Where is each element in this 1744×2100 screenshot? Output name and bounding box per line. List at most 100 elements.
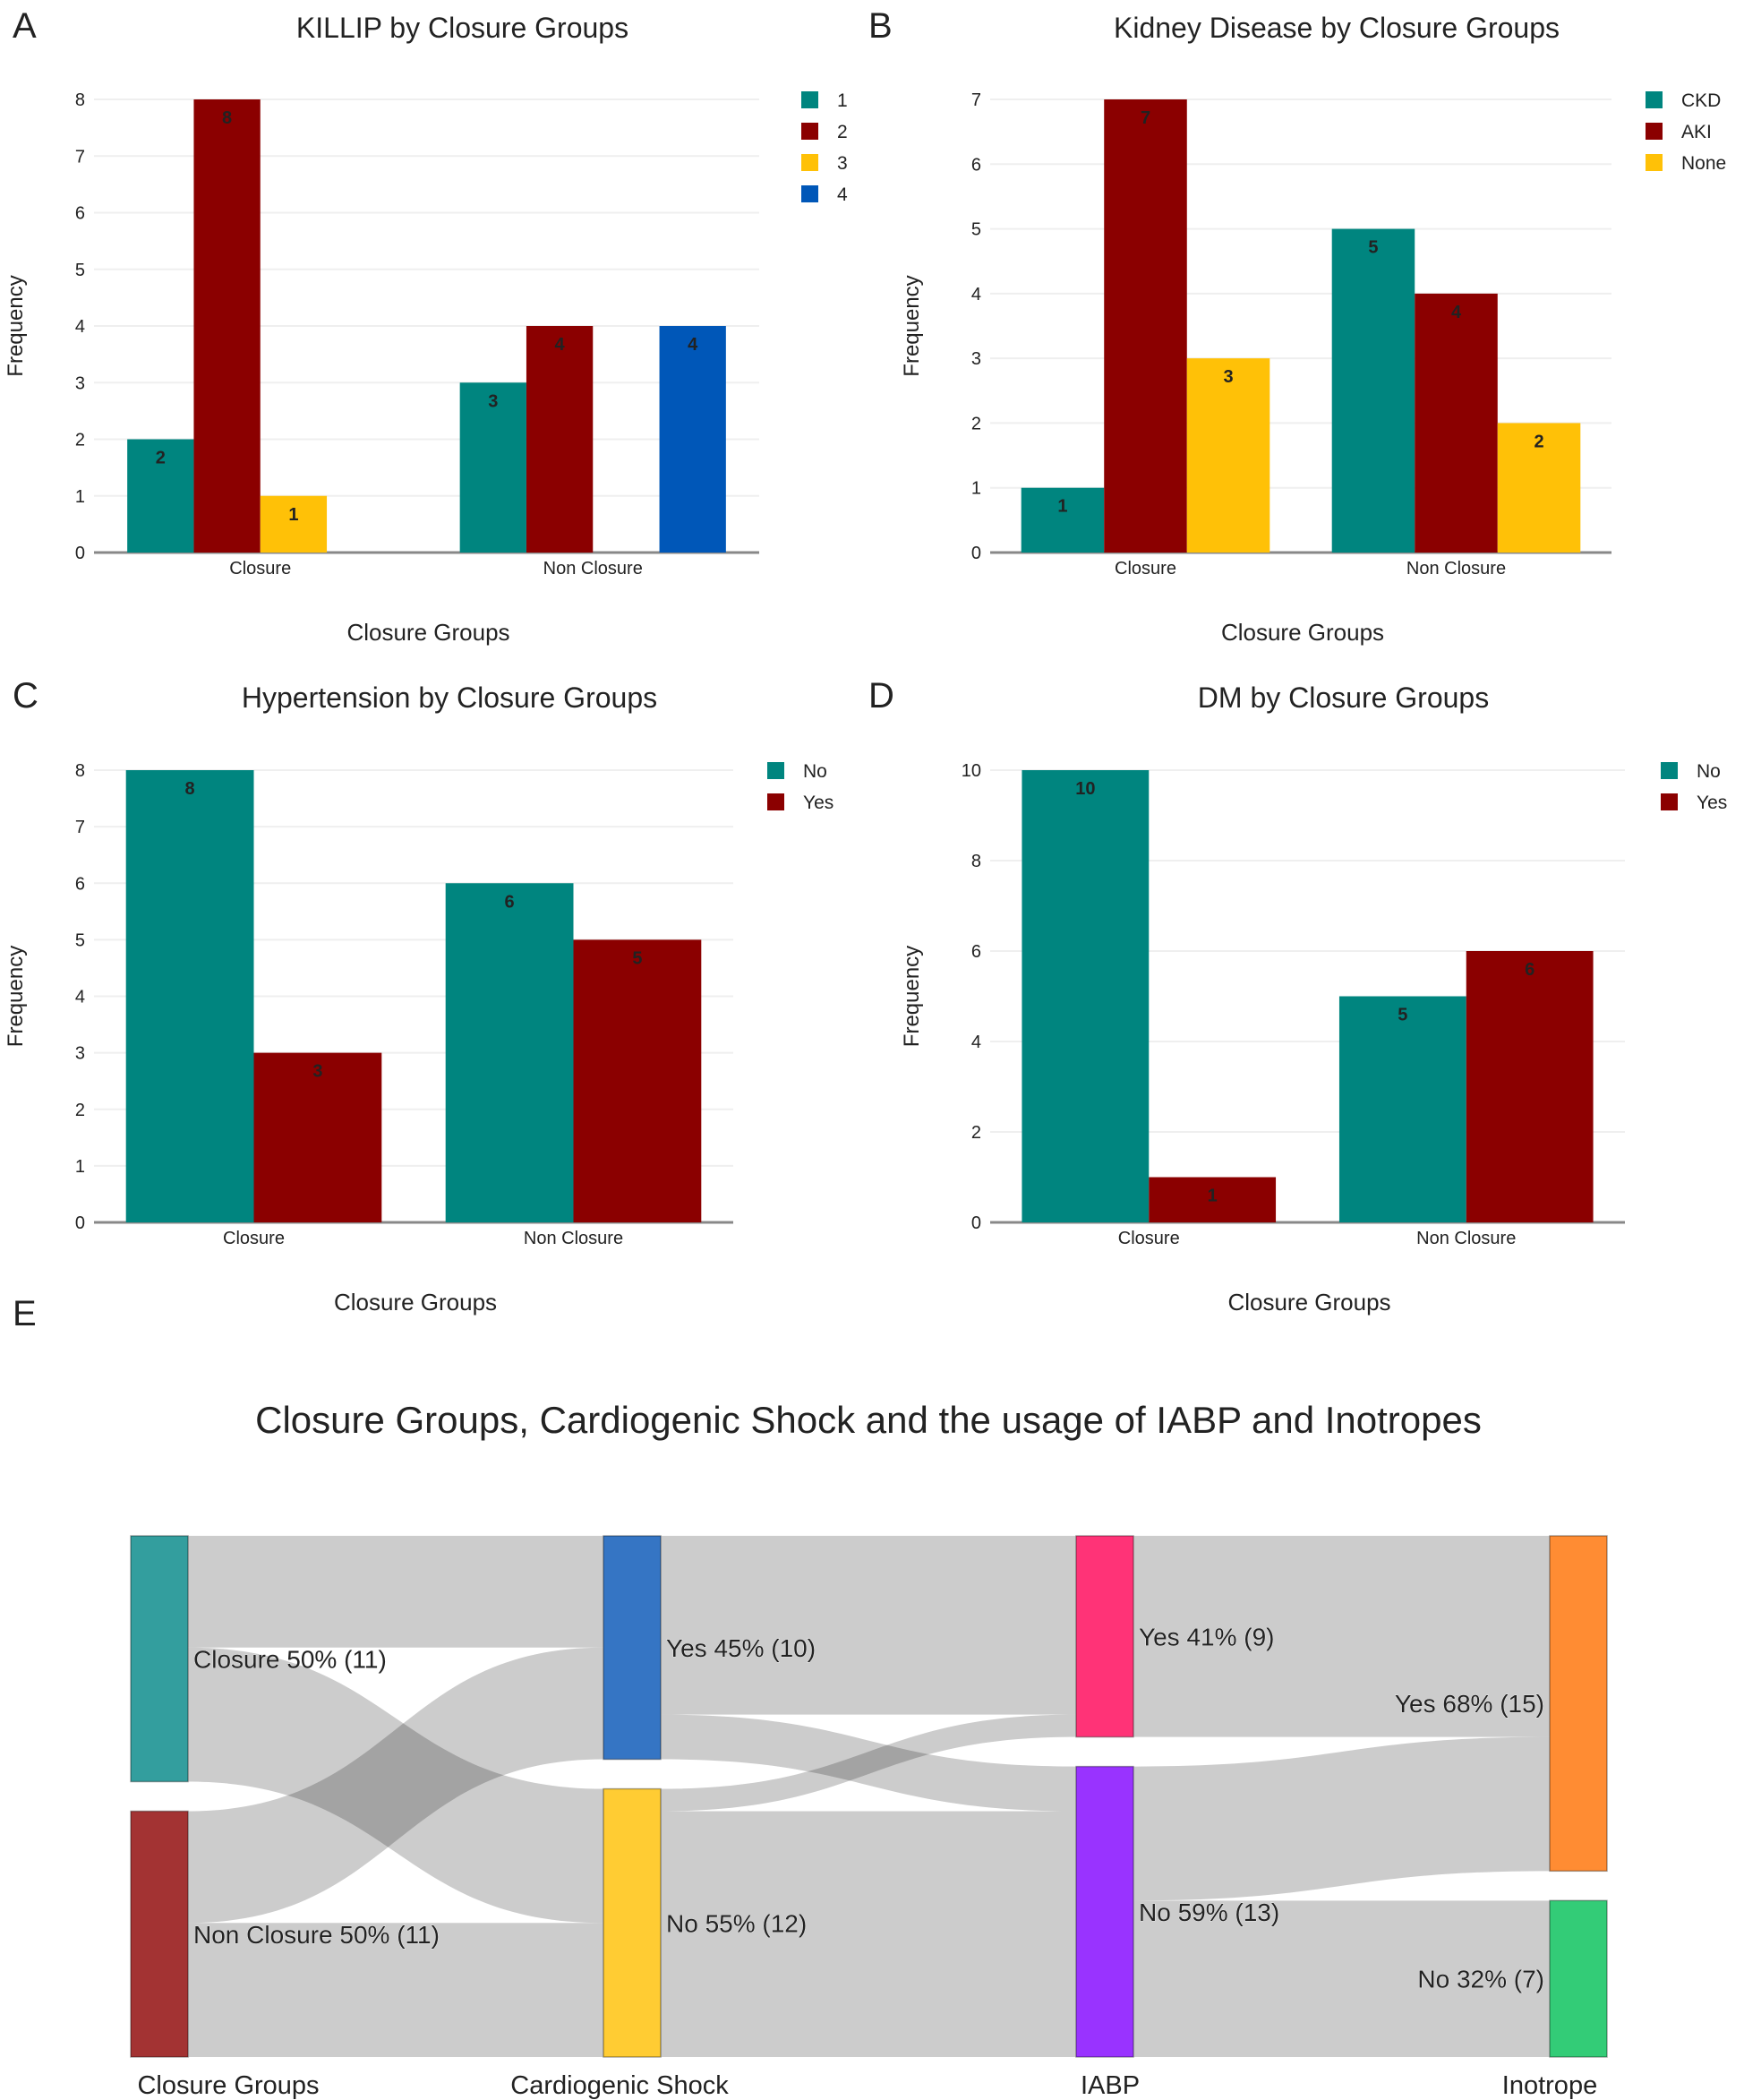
sankey-node-label: No 59% (13) [1139,1899,1279,1926]
panel-a: A KILLIP by Closure Groups 0 1 2 3 4 5 6 7 8 Freque… [4,6,848,646]
sankey-node-cg_closure [130,1535,189,1783]
sankey-link-iabp_no-to-ino_no [1133,1900,1550,2057]
bar-yes-non-closure [1466,951,1594,1222]
y-tick-label: 5 [75,930,85,950]
bar-value-label: 5 [1368,238,1378,258]
y-axis-label: Frequency [4,946,28,1047]
bar-no-non-closure [445,883,574,1222]
sankey-column-label: Inotrope [1502,2071,1597,2100]
panel-e: E Closure Groups, Cardiogenic Shock and t… [13,1294,1608,2100]
sankey-link-cs_yes-to-iabp_no [661,1714,1076,1812]
y-axis-label: Frequency [900,275,924,376]
sankey-node-iabp_yes [1075,1535,1134,1738]
legend-swatch [1646,123,1663,140]
bar-2-closure [193,99,261,553]
chart-title: Closure Groups, Cardiogenic Shock and th… [255,1399,1482,1441]
sankey-node-label: Yes 41% (9) [1139,1623,1275,1650]
panel-letter: B [868,6,893,46]
bar-value-label: 8 [185,779,195,799]
legend-label: 2 [837,122,848,142]
y-tick-label: 8 [75,761,85,781]
bar-ckd-non-closure [1331,228,1415,553]
bar-1-non-closure [459,382,526,553]
sankey-column-label: IABP [1081,2071,1140,2100]
chart-title: DM by Closure Groups [1198,681,1489,714]
panel-d: D DM by Closure Groups 0 2 4 6 8 10 Frequency Clo… [868,676,1727,1316]
legend-label: 4 [837,184,848,205]
y-tick-label: 3 [971,349,981,369]
y-tick-label: 2 [75,431,85,450]
sankey-node-label: Yes 45% (10) [666,1634,816,1662]
sankey-link-iabp_yes-to-ino_yes [1133,1536,1550,1737]
x-tick-label: Non Closure [1416,1229,1516,1248]
bar-value-label: 2 [156,449,166,468]
y-axis-label: Frequency [900,946,924,1047]
panel-letter: E [13,1294,37,1333]
bar-value-label: 4 [688,335,698,355]
y-tick-label: 2 [971,1123,981,1143]
legend-label: None [1681,153,1726,174]
x-tick-label: Closure [229,559,291,579]
bar-value-label: 5 [632,948,642,968]
x-axis-label: Closure Groups [1227,1289,1390,1316]
legend-label: 1 [837,90,848,111]
panel-letter: C [13,676,38,716]
y-axis-label: Frequency [4,275,28,376]
sankey-node-ino_yes [1549,1535,1608,1873]
y-tick-label: 8 [75,90,85,110]
bar-ckd-closure [1021,487,1105,553]
y-tick-label: 5 [971,220,981,240]
bar-4-non-closure [659,326,726,553]
sankey-links [188,1536,1550,2057]
legend-swatch [767,762,784,779]
legend-swatch [1661,762,1678,779]
y-tick-label: 4 [971,1033,981,1052]
y-tick-label: 0 [75,544,85,563]
chart-title: Hypertension by Closure Groups [242,681,657,714]
bar-value-label: 3 [312,1062,322,1082]
y-tick-label: 4 [971,285,981,304]
y-tick-label: 3 [75,1044,85,1064]
legend-label: No [1697,761,1721,782]
bar-value-label: 3 [488,391,498,411]
bar-value-label: 8 [222,108,232,128]
bar-no-closure [1022,770,1150,1222]
sankey-link-cg_non-to-cs_yes [188,1647,603,1924]
sankey-link-iabp_no-to-ino_yes [1133,1736,1550,1901]
y-tick-label: 4 [75,988,85,1007]
x-tick-label: Non Closure [1406,559,1506,579]
y-tick-label: 7 [75,818,85,837]
legend-swatch [1646,154,1663,171]
x-axis-label: Closure Groups [334,1289,497,1316]
x-tick-label: Closure [1118,1229,1180,1248]
bar-no-closure [125,770,254,1222]
legend-label: CKD [1681,90,1721,111]
chart-title: Kidney Disease by Closure Groups [1114,12,1560,44]
chart-title: KILLIP by Closure Groups [296,12,628,44]
legend-swatch [767,793,784,810]
sankey-link-cs_no-to-iabp_yes [661,1714,1076,1812]
bar-value-label: 1 [1057,497,1067,517]
y-tick-label: 7 [75,147,85,167]
sankey-node-cg_non [130,1810,189,2058]
bar-aki-non-closure [1415,293,1498,553]
legend-swatch [801,91,818,108]
bar-aki-closure [1104,99,1187,553]
sankey-node-cs_no [603,1787,662,2058]
bar-value-label: 3 [1223,367,1233,387]
y-tick-label: 1 [75,487,85,507]
y-tick-label: 0 [971,544,981,563]
bar-none-closure [1186,358,1270,553]
sankey-node-cs_yes [603,1535,662,1761]
sankey-link-cg_closure-to-cs_no [188,1647,603,1924]
legend-swatch [801,185,818,202]
bar-value-label: 6 [1525,960,1535,980]
y-tick-label: 2 [971,414,981,433]
x-tick-label: Non Closure [524,1229,623,1248]
sankey-node-label: No 32% (7) [1417,1966,1544,1993]
legend-label: No [803,761,827,782]
bar-none-non-closure [1497,423,1581,553]
bar-no-non-closure [1338,996,1466,1222]
sankey-link-cs_yes-to-iabp_yes [661,1536,1076,1715]
